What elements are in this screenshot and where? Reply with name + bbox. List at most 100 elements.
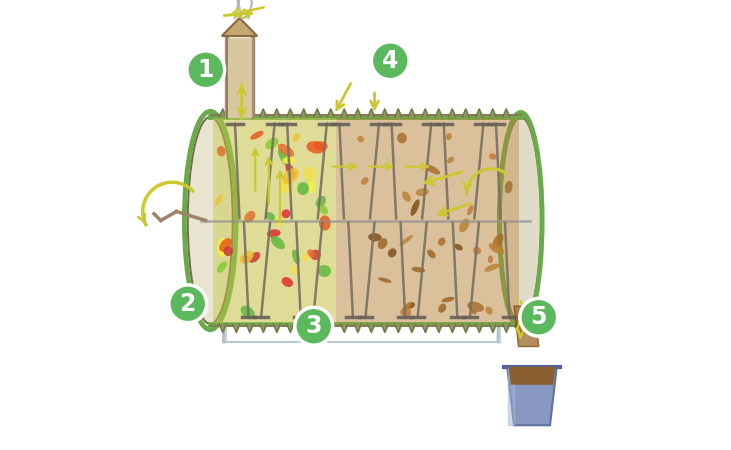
Circle shape	[520, 298, 558, 336]
Ellipse shape	[493, 234, 504, 250]
Polygon shape	[507, 367, 557, 425]
Ellipse shape	[270, 236, 285, 249]
Ellipse shape	[217, 238, 230, 257]
Ellipse shape	[240, 251, 254, 264]
Ellipse shape	[427, 250, 436, 258]
Ellipse shape	[306, 141, 325, 153]
Ellipse shape	[244, 211, 255, 223]
Ellipse shape	[447, 157, 454, 163]
Circle shape	[295, 307, 333, 345]
Ellipse shape	[501, 117, 541, 324]
Ellipse shape	[311, 250, 321, 260]
Ellipse shape	[242, 256, 250, 262]
Ellipse shape	[517, 310, 526, 316]
Ellipse shape	[459, 218, 469, 232]
Polygon shape	[213, 256, 512, 261]
Ellipse shape	[485, 264, 499, 272]
Polygon shape	[221, 18, 257, 36]
Text: 5: 5	[531, 305, 547, 329]
Circle shape	[371, 42, 409, 80]
Ellipse shape	[515, 323, 523, 328]
Ellipse shape	[402, 191, 411, 202]
Ellipse shape	[307, 249, 315, 257]
Ellipse shape	[473, 247, 481, 255]
Ellipse shape	[250, 131, 264, 140]
Ellipse shape	[527, 318, 536, 323]
Ellipse shape	[291, 266, 299, 274]
Ellipse shape	[216, 194, 222, 205]
Ellipse shape	[278, 149, 289, 166]
Ellipse shape	[388, 248, 396, 257]
Ellipse shape	[523, 312, 532, 318]
Ellipse shape	[378, 278, 392, 283]
Polygon shape	[514, 306, 539, 346]
Ellipse shape	[278, 144, 294, 157]
Ellipse shape	[308, 180, 315, 193]
Text: 4: 4	[382, 49, 398, 73]
Ellipse shape	[279, 180, 293, 193]
Ellipse shape	[217, 146, 226, 157]
Ellipse shape	[281, 277, 293, 287]
Ellipse shape	[224, 246, 233, 256]
Polygon shape	[509, 367, 556, 385]
Ellipse shape	[505, 181, 512, 194]
Ellipse shape	[403, 302, 411, 314]
Ellipse shape	[401, 307, 411, 317]
Polygon shape	[336, 118, 518, 323]
Ellipse shape	[357, 136, 364, 142]
Ellipse shape	[314, 141, 327, 150]
Ellipse shape	[319, 204, 328, 215]
Ellipse shape	[249, 252, 260, 263]
Ellipse shape	[531, 328, 540, 333]
Ellipse shape	[442, 297, 455, 302]
Ellipse shape	[489, 153, 497, 160]
Ellipse shape	[292, 134, 300, 142]
Ellipse shape	[527, 328, 536, 333]
Ellipse shape	[292, 249, 300, 264]
Ellipse shape	[527, 315, 536, 320]
Ellipse shape	[283, 168, 299, 184]
Ellipse shape	[303, 166, 317, 181]
Ellipse shape	[438, 238, 445, 246]
Ellipse shape	[217, 261, 227, 273]
Ellipse shape	[368, 233, 382, 241]
Ellipse shape	[319, 216, 330, 231]
Ellipse shape	[378, 238, 387, 249]
Ellipse shape	[298, 182, 309, 195]
Ellipse shape	[282, 157, 296, 164]
Text: 3: 3	[306, 314, 322, 338]
Ellipse shape	[488, 256, 493, 263]
Ellipse shape	[528, 322, 537, 327]
Text: 1: 1	[197, 58, 214, 82]
Ellipse shape	[485, 306, 493, 315]
Ellipse shape	[265, 212, 275, 220]
Ellipse shape	[275, 217, 284, 227]
Ellipse shape	[446, 133, 452, 140]
Ellipse shape	[281, 209, 290, 218]
Ellipse shape	[517, 327, 526, 332]
Circle shape	[187, 51, 224, 89]
Ellipse shape	[517, 329, 526, 334]
Ellipse shape	[219, 238, 232, 252]
Polygon shape	[211, 117, 520, 324]
Ellipse shape	[240, 306, 255, 319]
Ellipse shape	[265, 138, 279, 149]
Ellipse shape	[406, 302, 415, 309]
Polygon shape	[213, 118, 336, 323]
Ellipse shape	[286, 163, 295, 179]
Ellipse shape	[411, 199, 420, 216]
Ellipse shape	[397, 133, 406, 143]
Ellipse shape	[488, 243, 504, 254]
Ellipse shape	[302, 253, 309, 262]
Ellipse shape	[267, 229, 281, 238]
Ellipse shape	[361, 177, 368, 185]
Ellipse shape	[412, 267, 425, 273]
Text: 2: 2	[180, 292, 196, 316]
Ellipse shape	[471, 310, 477, 315]
Ellipse shape	[416, 188, 429, 196]
Circle shape	[169, 285, 207, 323]
Ellipse shape	[454, 244, 463, 251]
Ellipse shape	[188, 117, 232, 324]
Ellipse shape	[439, 304, 446, 313]
Ellipse shape	[467, 302, 484, 312]
